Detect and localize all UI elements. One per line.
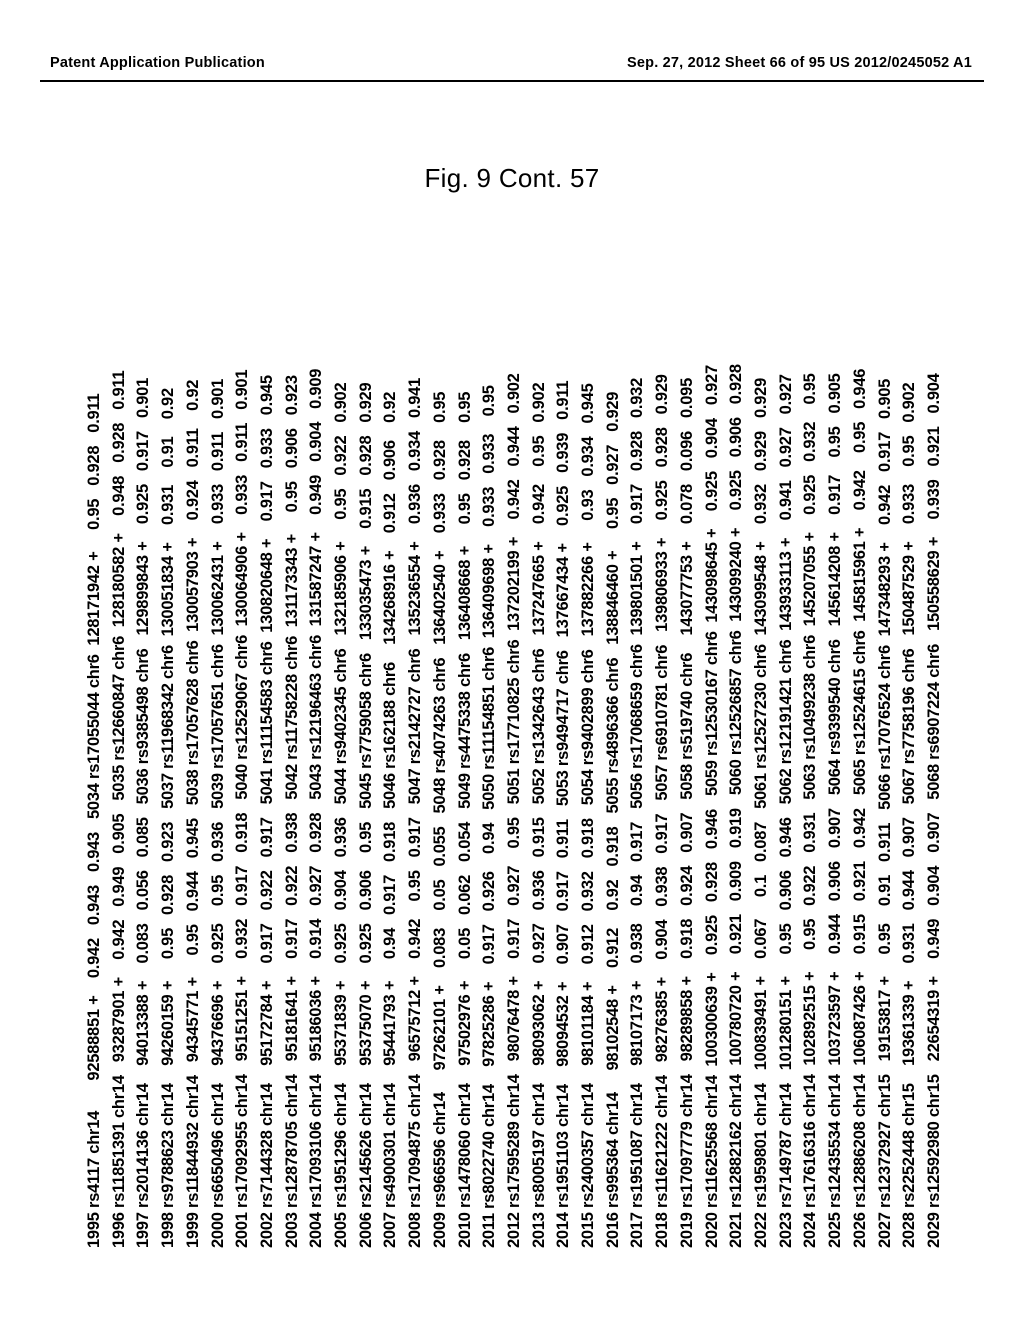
figure-caption: Fig. 9 Cont. 57 (0, 163, 1024, 194)
header-right: Sep. 27, 2012 Sheet 66 of 95 US 2012/024… (627, 55, 972, 71)
header-rule (40, 80, 984, 82)
header-left: Patent Application Publication (50, 55, 265, 71)
data-table: 1995 rs4117 chr14 92588851 + 0.942 0.943… (82, 245, 947, 1248)
